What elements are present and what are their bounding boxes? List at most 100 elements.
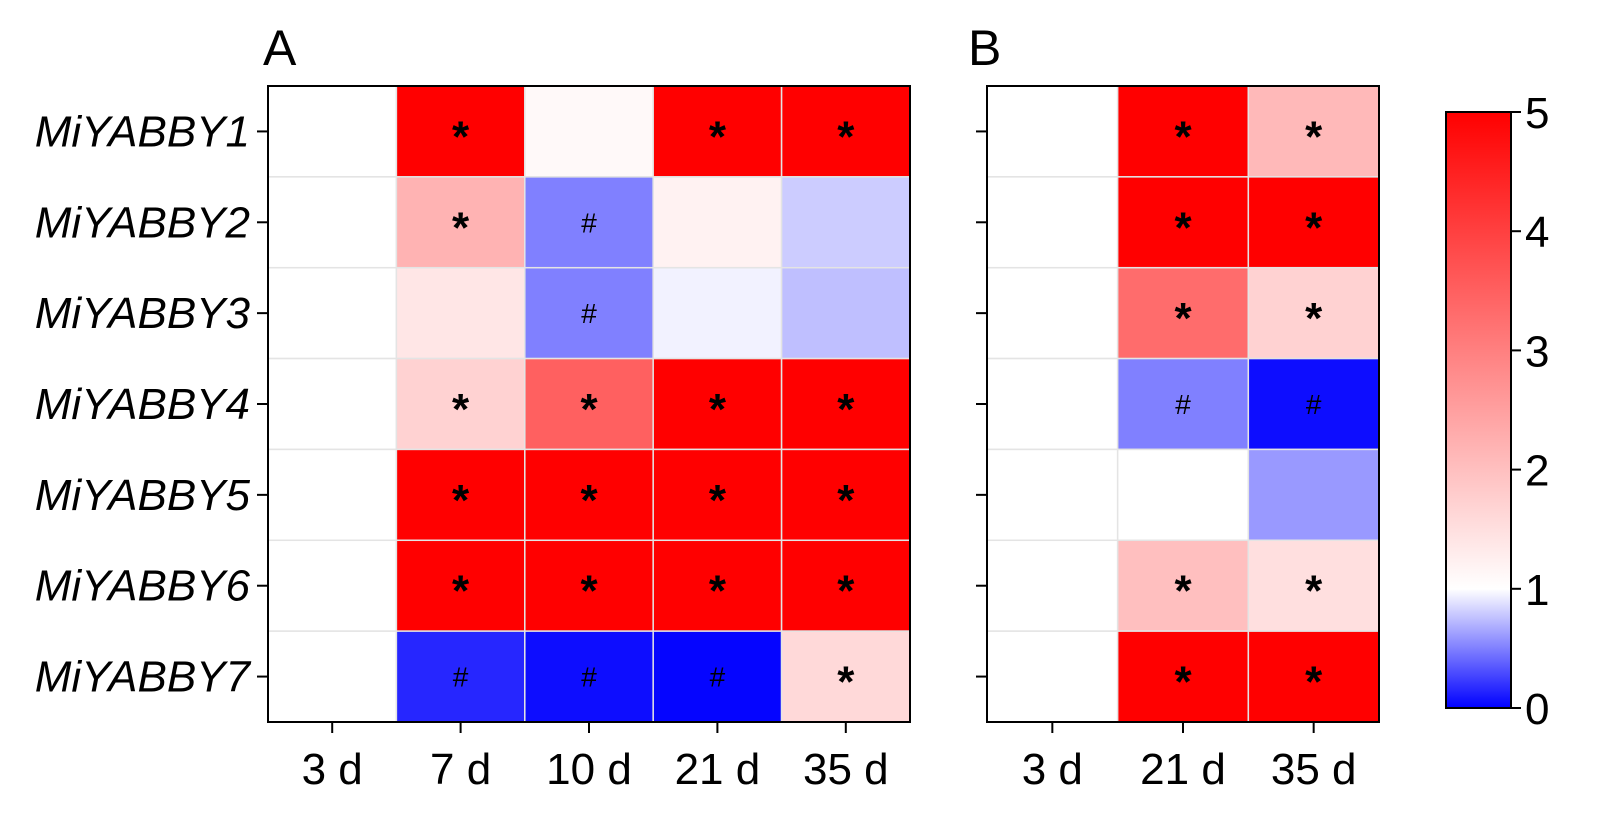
timepoint-label: 21 d bbox=[675, 745, 761, 794]
significance-star: * bbox=[709, 112, 727, 161]
significance-star: * bbox=[452, 385, 470, 434]
gene-label: MiYABBY4 bbox=[35, 380, 250, 429]
significance-star: * bbox=[580, 476, 598, 525]
timepoint-label: 35 d bbox=[1271, 745, 1357, 794]
heatmap-cell bbox=[1116, 357, 1250, 451]
significance-hash: # bbox=[1175, 389, 1191, 420]
heatmap-cell bbox=[1116, 85, 1250, 178]
heatmap-cell bbox=[780, 266, 911, 360]
heatmap-cell bbox=[986, 539, 1119, 632]
heatmap-cell bbox=[524, 85, 654, 178]
significance-star: * bbox=[837, 385, 855, 434]
heatmap-cell bbox=[1116, 448, 1250, 542]
timepoint-label: 35 d bbox=[803, 745, 889, 794]
significance-star: * bbox=[1305, 112, 1323, 161]
heatmap-cell bbox=[524, 448, 654, 542]
timepoint-label: 3 d bbox=[1022, 745, 1083, 794]
significance-star: * bbox=[1305, 294, 1323, 343]
significance-star: * bbox=[1174, 294, 1192, 343]
significance-star: * bbox=[1174, 567, 1192, 616]
heatmap-cell bbox=[780, 630, 911, 723]
significance-star: * bbox=[452, 112, 470, 161]
significance-hash: # bbox=[581, 298, 597, 329]
heatmap-cell bbox=[780, 539, 911, 632]
colorbar-tick-label: 4 bbox=[1525, 208, 1549, 257]
heatmap-cell bbox=[267, 357, 398, 451]
heatmap-cell bbox=[395, 85, 526, 178]
panel-b-heatmap: * * * * * * # # * * * * 3 d 21 d 35 d bbox=[976, 85, 1380, 794]
significance-star: * bbox=[709, 476, 727, 525]
timepoint-label: 10 d bbox=[546, 745, 632, 794]
colorbar-tick-label: 2 bbox=[1525, 447, 1549, 496]
colorbar-tick-label: 5 bbox=[1525, 89, 1549, 138]
heatmap-cell bbox=[1247, 539, 1380, 632]
colorbar-ticks: 0 1 2 3 4 5 bbox=[1511, 89, 1549, 734]
colorbar-gradient bbox=[1445, 111, 1512, 709]
significance-hash: # bbox=[710, 662, 726, 693]
heatmap-cell bbox=[1116, 176, 1250, 269]
gene-label: MiYABBY3 bbox=[35, 289, 251, 338]
heatmap-cell bbox=[780, 176, 911, 269]
heatmap-cell bbox=[780, 448, 911, 542]
gene-label: MiYABBY7 bbox=[35, 653, 252, 702]
gene-label: MiYABBY6 bbox=[35, 562, 251, 611]
significance-star: * bbox=[580, 385, 598, 434]
timepoint-label: 3 d bbox=[302, 745, 363, 794]
significance-hash: # bbox=[581, 207, 597, 238]
colorbar-tick-label: 0 bbox=[1525, 685, 1549, 734]
significance-hash: # bbox=[453, 662, 469, 693]
heatmap-cell bbox=[267, 630, 398, 723]
heatmap-cell bbox=[267, 85, 398, 178]
gene-label: MiYABBY5 bbox=[35, 471, 251, 520]
significance-star: * bbox=[709, 385, 727, 434]
heatmap-cell bbox=[395, 630, 526, 723]
gene-label: MiYABBY1 bbox=[35, 107, 250, 156]
heatmap-cell bbox=[1116, 630, 1250, 723]
panel-b-letter: B bbox=[968, 20, 1001, 76]
heatmap-cell bbox=[267, 266, 398, 360]
heatmap-cell bbox=[652, 630, 783, 723]
significance-star: * bbox=[1174, 203, 1192, 252]
significance-star: * bbox=[837, 567, 855, 616]
significance-hash: # bbox=[581, 662, 597, 693]
significance-star: * bbox=[837, 476, 855, 525]
significance-star: * bbox=[452, 567, 470, 616]
significance-star: * bbox=[1174, 112, 1192, 161]
heatmap-cell bbox=[986, 176, 1119, 269]
panel-a-letter: A bbox=[263, 20, 297, 76]
heatmap-cell bbox=[986, 448, 1119, 542]
heatmap-cell bbox=[524, 266, 654, 360]
heatmap-cell bbox=[267, 176, 398, 269]
heatmap-cell bbox=[267, 448, 398, 542]
heatmap-cell bbox=[1247, 176, 1380, 269]
colorbar-tick-label: 3 bbox=[1525, 327, 1549, 376]
heatmap-cell bbox=[652, 539, 783, 632]
timepoint-label: 21 d bbox=[1140, 745, 1226, 794]
heatmap-cell bbox=[395, 176, 526, 269]
heatmap-cell bbox=[986, 85, 1119, 178]
heatmap-cell bbox=[652, 85, 783, 178]
heatmap-cell bbox=[986, 357, 1119, 451]
heatmap-cell bbox=[652, 176, 783, 269]
significance-star: * bbox=[452, 203, 470, 252]
significance-star: * bbox=[580, 567, 598, 616]
heatmap-cell bbox=[1116, 539, 1250, 632]
heatmap-cell bbox=[986, 266, 1119, 360]
heatmap-cell bbox=[986, 630, 1119, 723]
heatmap-cell bbox=[267, 539, 398, 632]
heatmap-cell bbox=[652, 266, 783, 360]
significance-star: * bbox=[452, 476, 470, 525]
heatmap-cell bbox=[1247, 448, 1380, 542]
heatmap-cell bbox=[395, 266, 526, 360]
heatmap-cell bbox=[1247, 357, 1380, 451]
significance-star: * bbox=[1305, 203, 1323, 252]
significance-star: * bbox=[837, 658, 855, 707]
heatmap-cell bbox=[524, 357, 654, 451]
heatmap-cell bbox=[1247, 630, 1380, 723]
heatmap-cell bbox=[780, 357, 911, 451]
heatmap-cell bbox=[1247, 85, 1380, 178]
significance-star: * bbox=[1174, 658, 1192, 707]
heatmap-cell bbox=[1116, 266, 1250, 360]
colorbar-tick-label: 1 bbox=[1525, 566, 1549, 615]
